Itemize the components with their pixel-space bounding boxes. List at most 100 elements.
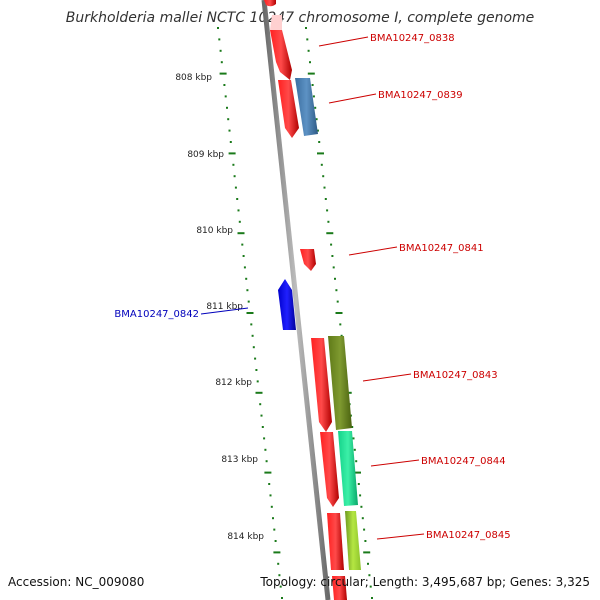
minor-tick [243, 266, 246, 269]
gene-arrow[interactable] [338, 431, 358, 506]
minor-tick [327, 220, 330, 223]
minor-tick [269, 494, 272, 497]
gene-label[interactable]: BMA10247_0839 [378, 90, 463, 101]
accession-text: Accession: NC_009080 [8, 575, 145, 589]
gene-features [264, 0, 361, 600]
minor-tick [247, 300, 250, 303]
gene-arrow[interactable] [278, 279, 296, 330]
minor-tick [340, 334, 343, 337]
minor-tick [363, 528, 366, 531]
minor-tick [281, 597, 283, 599]
gene-arrow[interactable] [270, 15, 282, 30]
leader-line [328, 93, 377, 104]
minor-tick [335, 289, 338, 292]
minor-tick [322, 175, 325, 178]
kbp-label: 810 kbp [196, 226, 233, 236]
gene-arrow[interactable] [264, 0, 276, 7]
minor-tick [226, 106, 228, 109]
gene-arrow[interactable] [295, 78, 318, 136]
minor-tick [316, 129, 319, 132]
minor-tick [237, 209, 240, 212]
minor-tick [220, 61, 223, 64]
gene-arrow[interactable] [327, 513, 344, 570]
minor-tick [360, 505, 363, 508]
minor-tick [229, 141, 232, 143]
gene-arrow[interactable] [332, 576, 347, 600]
minor-tick [272, 517, 274, 520]
minor-tick [334, 277, 336, 280]
gene-label[interactable]: BMA10247_0842 [114, 309, 199, 320]
minor-tick [320, 163, 323, 166]
major-tick [326, 232, 334, 235]
minor-tick [277, 562, 280, 565]
minor-tick [260, 414, 263, 417]
minor-tick [314, 106, 317, 109]
major-tick [317, 152, 324, 155]
minor-tick [259, 403, 262, 406]
minor-tick [223, 84, 226, 86]
major-tick [354, 471, 361, 474]
minor-tick [264, 448, 267, 451]
minor-tick [228, 129, 231, 132]
minor-tick [323, 186, 326, 189]
gene-label[interactable]: BMA10247_0845 [426, 530, 511, 541]
minor-tick [368, 574, 371, 577]
leader-line [200, 307, 249, 315]
minor-tick [274, 540, 277, 542]
kbp-label: 812 kbp [215, 378, 252, 388]
gene-label[interactable]: BMA10247_0843 [413, 370, 498, 381]
minor-tick [311, 84, 314, 86]
minor-tick [218, 38, 221, 41]
gene-labels: BMA10247_0838 BMA10247_0839 BMA10247_084… [114, 33, 510, 541]
gene-arrow[interactable] [300, 249, 316, 271]
minor-tick [309, 61, 311, 64]
minor-tick [367, 562, 369, 565]
minor-tick [336, 300, 339, 303]
kbp-scale: 808 kbp 809 kbp 810 kbp 811 kbp 812 kbp … [175, 73, 264, 542]
major-tick [273, 551, 281, 554]
minor-tick [330, 243, 333, 246]
kbp-label: 813 kbp [221, 455, 258, 465]
gene-label[interactable]: BMA10247_0841 [399, 243, 484, 254]
minor-tick [270, 505, 273, 508]
minor-tick [238, 220, 241, 223]
leader-line [318, 36, 369, 47]
gene-arrow[interactable] [320, 432, 339, 507]
minor-tick [278, 574, 281, 577]
gene-arrow[interactable] [345, 511, 361, 570]
leader-line [348, 246, 398, 256]
gene-arrow[interactable] [311, 338, 332, 432]
gene-label[interactable]: BMA10247_0838 [370, 33, 455, 44]
major-tick [237, 232, 245, 235]
minor-tick [359, 494, 362, 497]
minor-tick [324, 198, 327, 200]
minor-tick [339, 323, 342, 326]
left-tick-marks [217, 27, 283, 599]
minor-tick [351, 426, 354, 428]
minor-tick [279, 585, 282, 588]
kbp-label: 809 kbp [187, 150, 224, 160]
gene-arrow[interactable] [270, 30, 292, 80]
major-tick [264, 471, 272, 474]
minor-tick [307, 49, 310, 52]
minor-tick [250, 323, 253, 326]
minor-tick [305, 27, 307, 29]
minor-tick [254, 357, 257, 360]
minor-tick [326, 209, 329, 212]
minor-tick [255, 369, 258, 371]
minor-tick [369, 585, 372, 588]
major-tick [255, 391, 263, 394]
gene-arrow[interactable] [328, 336, 352, 430]
leader-line [376, 533, 425, 540]
gene-arrow[interactable] [278, 80, 299, 138]
major-tick [307, 72, 315, 75]
minor-tick [224, 95, 227, 98]
gene-label[interactable]: BMA10247_0844 [421, 456, 506, 467]
kbp-label: 808 kbp [175, 73, 212, 83]
minor-tick [232, 163, 235, 166]
minor-tick [265, 460, 268, 463]
minor-tick [251, 334, 254, 337]
minor-tick [233, 175, 236, 178]
minor-tick [217, 27, 219, 29]
